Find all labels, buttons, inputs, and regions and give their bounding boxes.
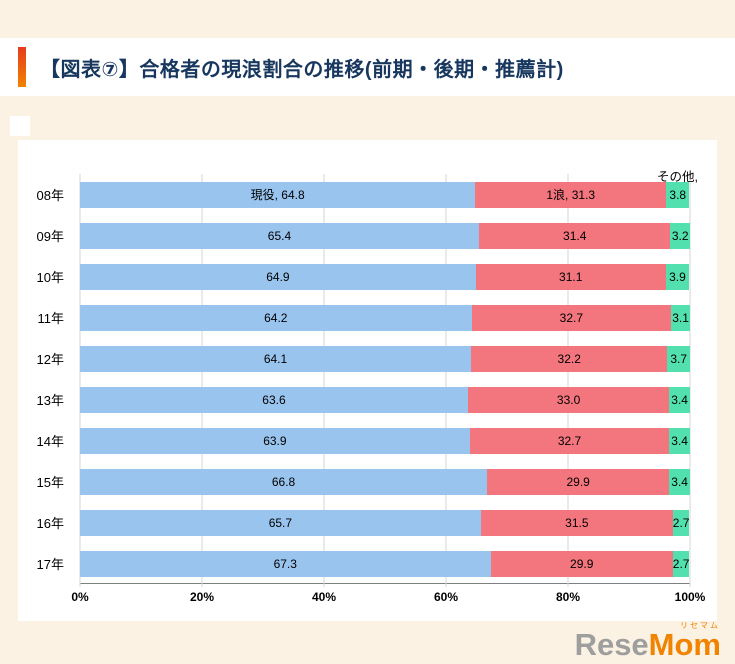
category-label: 08年 [36,188,64,203]
stacked-bar: 65.7 31.5 2.7 [80,509,690,536]
bar-segment: 65.7 [80,509,481,536]
x-tick-label: 20% [189,590,215,604]
stacked-bar: 現役, 64.8 1浪, 31.3 3.8 その他, [80,170,698,208]
bar-row: 11年 64.2 32.7 3.1 [26,297,690,338]
gridline [79,174,81,587]
category-label: 10年 [36,270,64,285]
bar-segment: 63.6 [80,386,468,413]
bar-rows: 08年 現役, 64.8 1浪, 31.3 3.8 その他, 09年 65.4 31.4 3.2… [26,170,698,584]
stacked-bar: 67.3 29.9 2.7 [80,550,690,577]
bar-segment: 3.7 [667,345,690,372]
category-label: 15年 [36,475,64,490]
bar-segment: 29.9 [490,550,673,577]
category-label: 13年 [36,393,64,408]
x-tick-label: 60% [433,590,459,604]
bar-row: 12年 64.1 32.2 3.7 [26,338,690,379]
bar-segment: 32.2 [471,345,668,372]
bar-segment: 1浪, 31.3 [475,181,667,208]
x-axis-ticks: 0% 20% 40% 60% 80% 100% [71,590,705,608]
bar-segment: 64.9 [80,263,476,290]
bar-segment: 31.4 [478,222,671,249]
bar-segment: 66.8 [80,468,488,495]
bar-row: 10年 64.9 31.1 3.9 [26,256,690,297]
plot-area: 08年 現役, 64.8 1浪, 31.3 3.8 その他, 09年 65.4 31.4 3.2… [26,170,706,605]
category-label: 11年 [37,311,65,326]
overflow-series-label: その他, [657,169,698,184]
gridline [445,174,447,587]
bar-segment: 3.1 [671,304,690,331]
logo-katakana-text: リセマム [680,621,720,630]
title-bar: 【図表⑦】合格者の現浪割合の推移(前期・後期・推薦計) [0,38,735,96]
bar-segment: 3.4 [669,386,690,413]
bar-row: 08年 現役, 64.8 1浪, 31.3 3.8 その他, [26,170,698,215]
stacked-bar: 64.2 32.7 3.1 [80,304,690,331]
title-accent-bar [18,47,26,87]
bar-row: 09年 65.4 31.4 3.2 [26,215,690,256]
chart-panel: 08年 現役, 64.8 1浪, 31.3 3.8 その他, 09年 65.4 31.4 3.2… [18,140,717,621]
bar-segment: 67.3 [80,550,491,577]
bar-segment: 3.9 [665,263,690,290]
stacked-bar: 66.8 29.9 3.4 [80,468,690,495]
x-tick-label: 80% [555,590,581,604]
category-label: 12年 [36,352,64,367]
gridline [201,174,203,587]
bar-segment: 31.5 [480,509,673,536]
bar-segment: 65.4 [80,222,479,249]
gridline [689,174,691,587]
bar-row: 13年 63.6 33.0 3.4 [26,379,690,420]
bar-segment: 2.7 [673,509,689,536]
bar-row: 14年 63.9 32.7 3.4 [26,420,690,461]
stacked-bar: 64.9 31.1 3.9 [80,263,690,290]
logo-rese-text: Rese [574,627,649,662]
bar-segment: 29.9 [487,468,670,495]
stacked-bar: 65.4 31.4 3.2 [80,222,690,249]
page-title: 【図表⑦】合格者の現浪割合の推移(前期・後期・推薦計) [40,58,564,81]
stacked-bar: 63.9 32.7 3.4 [80,427,690,454]
decorative-square [10,116,30,136]
x-tick-label: 0% [71,590,89,604]
bar-segment: 3.8 [666,181,690,208]
bar-row: 15年 66.8 29.9 3.4 [26,461,690,502]
gridlines [79,174,691,587]
stacked-bar: 64.1 32.2 3.7 [80,345,690,372]
x-tick-label: 100% [674,590,706,604]
bar-row: 17年 67.3 29.9 2.7 [26,543,690,584]
bar-segment: 33.0 [467,386,670,413]
logo-mom-text: Mom [648,627,721,662]
bar-segment: 3.2 [670,222,690,249]
category-label: 14年 [36,434,64,449]
gridline [323,174,325,587]
bar-segment: 3.4 [669,427,690,454]
bar-segment: 31.1 [475,263,666,290]
category-label: 09年 [36,229,64,244]
gridline [567,174,569,587]
category-label: 17年 [36,557,64,572]
stacked-bar: 63.6 33.0 3.4 [80,386,690,413]
bar-segment: 現役, 64.8 [80,181,476,208]
bar-segment: 64.2 [80,304,472,331]
category-label: 16年 [36,516,64,531]
bar-segment: 2.7 [673,550,689,577]
resemom-logo: リセマム ReseMom [574,622,721,662]
x-tick-label: 40% [311,590,337,604]
bar-segment: 32.7 [469,427,670,454]
bar-segment: 64.1 [80,345,471,372]
bar-segment: 63.9 [80,427,470,454]
bar-row: 16年 65.7 31.5 2.7 [26,502,690,543]
bar-segment: 32.7 [471,304,672,331]
bar-segment: 3.4 [669,468,690,495]
